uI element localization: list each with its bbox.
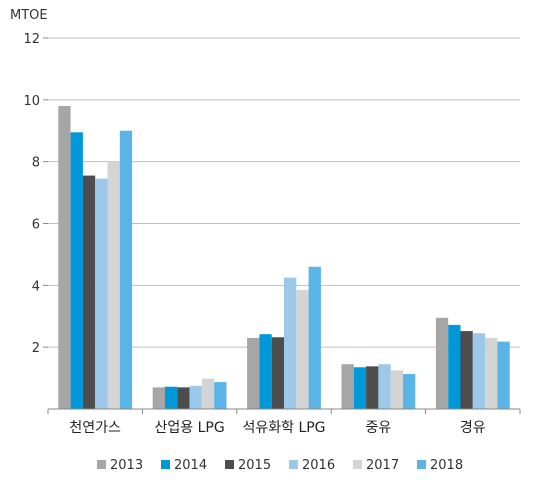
bar-2017-2: [296, 289, 309, 409]
bar-2018-1: [214, 382, 227, 409]
bar-2017-4: [485, 337, 498, 409]
bar-2013-1: [152, 387, 165, 409]
legend-label-2016: 2016: [302, 458, 335, 473]
bars: [58, 106, 510, 410]
category-label: 산업용 LPG: [155, 420, 225, 436]
bar-2016-2: [284, 277, 297, 409]
y-axis-ticks: 2 4 6 8 10 12: [23, 32, 48, 356]
y-tick-label: 10: [23, 94, 40, 109]
legend-swatch-2017: [353, 460, 362, 469]
bar-2017-0: [107, 161, 120, 409]
legend-label-2014: 2014: [174, 458, 207, 473]
bar-2013-0: [58, 106, 71, 410]
category-label: 경유: [460, 420, 486, 436]
y-tick-label: 4: [32, 279, 40, 294]
bar-2015-0: [82, 175, 96, 409]
y-tick-label: 8: [32, 156, 40, 171]
bar-2015-4: [460, 331, 473, 409]
legend-swatch-2018: [417, 460, 426, 469]
legend-swatch-2014: [161, 460, 170, 469]
category-labels: 천연가스 산업용 LPG 석유화학 LPG 중유 경유: [69, 420, 485, 436]
legend-swatch-2013: [97, 460, 106, 469]
bar-2017-3: [390, 370, 403, 409]
bar-2016-4: [472, 333, 486, 409]
bar-2018-3: [403, 374, 416, 409]
bar-2014-0: [70, 132, 83, 409]
bar-2015-1: [177, 387, 190, 409]
category-label: 중유: [366, 420, 392, 436]
y-tick-label: 12: [23, 32, 40, 47]
x-axis-ticks: [47, 409, 521, 414]
bar-2018-2: [308, 266, 321, 409]
y-tick-label: 2: [32, 341, 40, 356]
legend-label-2013: 2013: [110, 458, 143, 473]
bar-2015-3: [366, 366, 379, 409]
y-axis-unit-label: MTOE: [10, 8, 48, 23]
bar-2018-4: [497, 341, 510, 409]
bar-2018-0: [119, 130, 133, 409]
bar-2013-4: [435, 317, 449, 409]
bar-2014-3: [353, 367, 367, 409]
legend-label-2018: 2018: [430, 458, 463, 473]
bar-2015-2: [271, 337, 284, 409]
bar-2016-1: [189, 385, 202, 409]
bar-2013-3: [341, 364, 354, 409]
bar-2014-2: [259, 334, 272, 409]
category-label: 천연가스: [69, 420, 121, 436]
legend-label-2017: 2017: [366, 458, 399, 473]
bar-2014-1: [165, 386, 178, 409]
bar-2016-0: [95, 178, 108, 409]
legend: 2013 2014 2015 2016 2017 2018: [97, 458, 463, 473]
bar-2016-3: [378, 364, 391, 409]
legend-swatch-2016: [289, 460, 298, 469]
category-label: 석유화학 LPG: [242, 420, 325, 436]
bar-2017-1: [201, 378, 215, 409]
bar-2014-4: [448, 324, 461, 409]
legend-label-2015: 2015: [238, 458, 271, 473]
bar-2013-2: [247, 337, 260, 409]
legend-swatch-2015: [225, 460, 234, 469]
y-tick-label: 6: [32, 218, 40, 233]
